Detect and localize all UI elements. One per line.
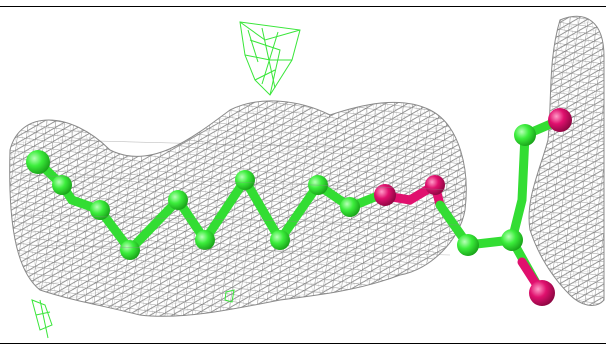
carbon-atom (52, 175, 72, 195)
carbon-atom (501, 229, 523, 251)
carbon-atom (26, 150, 50, 174)
carbon-atom (235, 170, 255, 190)
carbon-atom (120, 240, 140, 260)
density-mesh-green-top (240, 22, 300, 95)
oxygen-atom (425, 175, 445, 195)
carbon-atom (168, 190, 188, 210)
carbon-atom (340, 197, 360, 217)
density-mesh-main (10, 101, 467, 316)
oxygen-atom (548, 108, 572, 132)
carbon-atom (195, 230, 215, 250)
oxygen-atom (529, 280, 555, 306)
density-mesh-right (529, 16, 604, 305)
density-mesh-green-corner (32, 300, 52, 338)
carbon-atom (514, 124, 536, 146)
carbon-atom (270, 230, 290, 250)
carbon-atom (457, 234, 479, 256)
